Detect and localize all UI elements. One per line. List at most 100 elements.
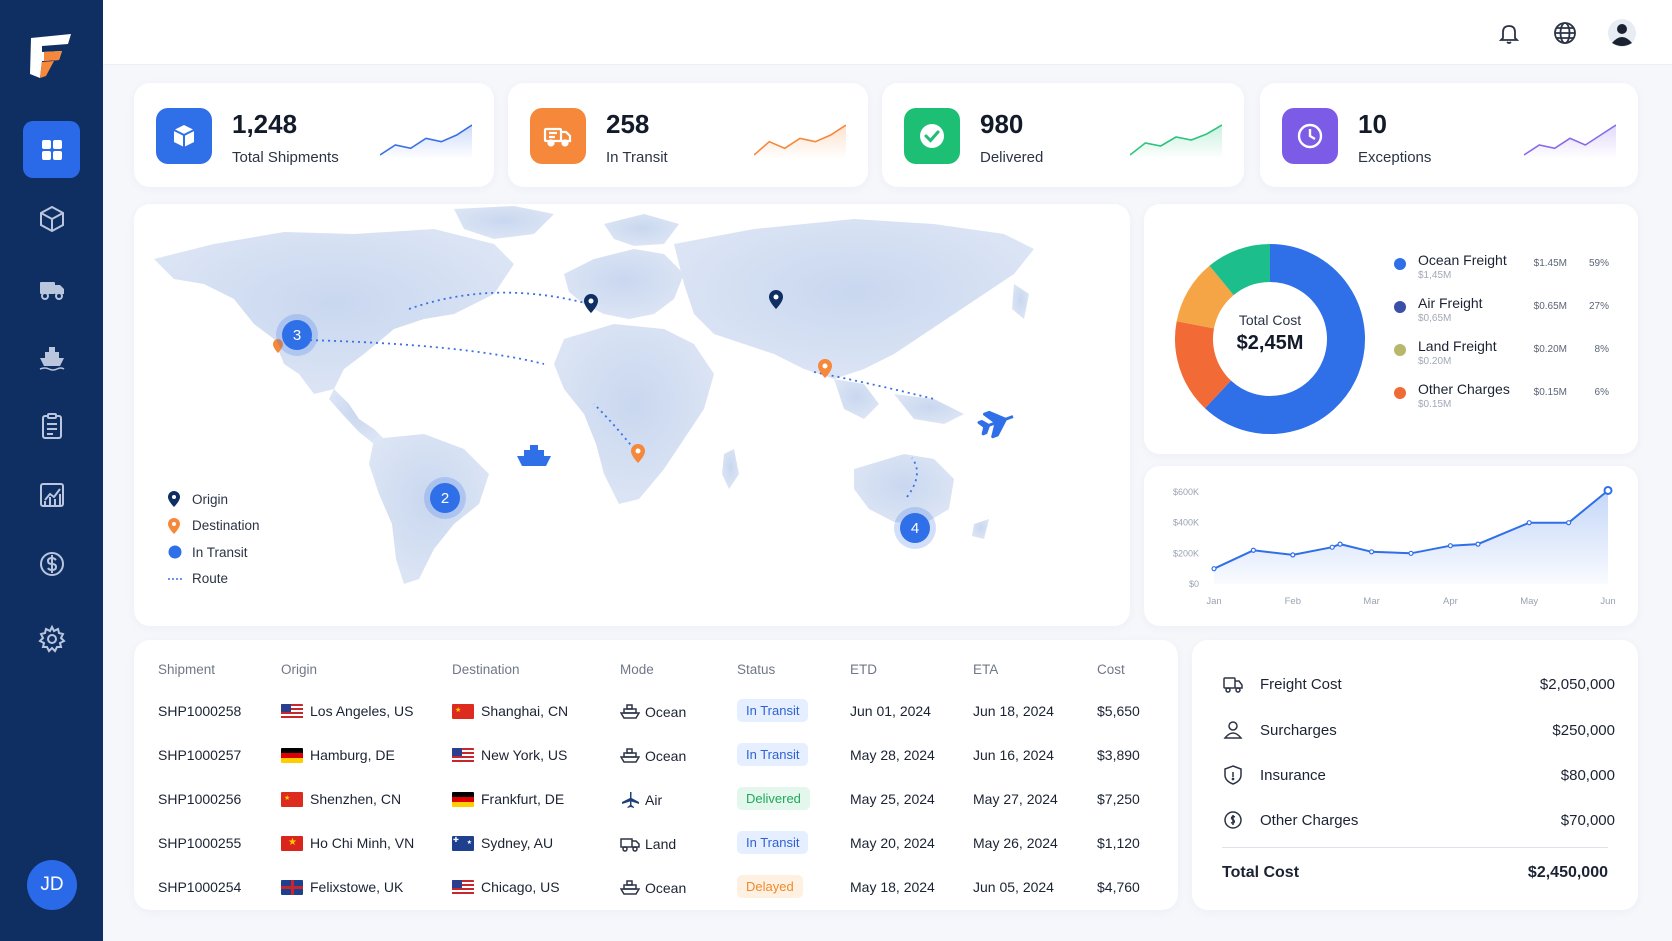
destination-pin-icon[interactable] [273, 339, 283, 353]
donut-segment-amber[interactable] [1176, 265, 1235, 330]
mode-cell: Ocean [620, 703, 686, 721]
trend-line [1213, 489, 1609, 570]
shipment-map[interactable]: 3 2 4 Origin Destination In Transit Rout… [134, 204, 1130, 626]
nav-trucks[interactable] [23, 260, 80, 317]
clock-icon [1297, 123, 1323, 149]
flag-de-icon [281, 747, 303, 763]
flag-vn-icon: ★ [281, 835, 303, 851]
destination-pin-icon [168, 517, 180, 534]
col-header-destination[interactable]: Destination [452, 662, 520, 677]
destination-cell: New York, US [452, 747, 567, 763]
trend-point[interactable] [1290, 552, 1296, 558]
kpi-label: Exceptions [1358, 149, 1432, 166]
plane-marker-icon[interactable] [977, 405, 1017, 439]
nav-settings[interactable] [23, 610, 80, 667]
ship-marker-icon[interactable] [517, 445, 551, 466]
profile-button[interactable] [1606, 17, 1638, 49]
legend-other-charges[interactable]: Other Charges $0.15M $0.15M 6% [1394, 381, 1609, 417]
origin-pin-icon[interactable] [769, 290, 783, 309]
donut-segment-orange-red[interactable] [1175, 321, 1232, 409]
kpi-card-total-shipments[interactable]: 1,248 Total Shipments [134, 83, 494, 187]
table-row[interactable]: SHP1000255 ★ Ho Chi Minh, VN ✚ ★ Sydney, AU… [134, 822, 1178, 866]
mode-cell: Ocean [620, 879, 686, 897]
legend-ocean-freight[interactable]: Ocean Freight $1,45M $1.45M 59% [1394, 252, 1609, 288]
kpi-card-exceptions[interactable]: 10 Exceptions [1260, 83, 1638, 187]
donut-segment-teal[interactable] [1209, 244, 1271, 296]
x-tick-label: May [1520, 596, 1538, 607]
table-row[interactable]: SHP1000258 Los Angeles, US ★ Shanghai, CN… [134, 690, 1178, 734]
destination-pin-icon[interactable] [631, 444, 645, 463]
trend-point[interactable] [1447, 543, 1453, 549]
shipment-id[interactable]: SHP1000257 [158, 747, 242, 763]
legend-air-freight[interactable]: Air Freight $0,65M $0.65M 27% [1394, 295, 1609, 331]
kpi-label: In Transit [606, 149, 668, 166]
nav-analytics[interactable] [23, 466, 80, 523]
nav-dashboard[interactable] [23, 121, 80, 178]
notifications-button[interactable] [1493, 17, 1525, 49]
table-row[interactable]: SHP1000256 ★ Shenzhen, CN Frankfurt, DE A… [134, 778, 1178, 822]
sparkline-area [380, 125, 472, 159]
flag-us-icon [452, 879, 474, 895]
table-row[interactable]: SHP1000257 Hamburg, DE New York, US Ocea… [134, 734, 1178, 778]
trend-point[interactable] [1603, 485, 1613, 495]
col-header-status[interactable]: Status [737, 662, 776, 677]
trend-point[interactable] [1475, 541, 1481, 547]
shipment-id[interactable]: SHP1000256 [158, 791, 242, 807]
truck-icon [39, 281, 64, 300]
destination-pin-icon[interactable] [818, 359, 832, 378]
language-button[interactable] [1549, 17, 1581, 49]
status-badge: In Transit [737, 699, 809, 722]
trend-point[interactable] [1566, 520, 1572, 526]
app-logo[interactable] [26, 30, 76, 82]
donut-segment-blue[interactable] [1204, 244, 1365, 434]
cluster-marker[interactable]: 4 [894, 507, 936, 549]
col-header-etd[interactable]: ETD [850, 662, 877, 677]
table-row[interactable]: SHP1000254 Felixstowe, UK Chicago, US Oc… [134, 866, 1178, 910]
origin-cell: Los Angeles, US [281, 703, 414, 719]
col-header-shipment[interactable]: Shipment [158, 662, 216, 677]
x-tick-label: Jan [1206, 596, 1221, 607]
nav-finance[interactable] [23, 535, 80, 592]
trend-point[interactable] [1211, 566, 1217, 572]
trend-point[interactable] [1250, 547, 1257, 553]
trend-point[interactable] [1526, 520, 1532, 526]
settings-icon [37, 624, 66, 653]
trend-point[interactable] [1408, 550, 1414, 556]
flag-cn-icon: ★ [281, 791, 303, 807]
trend-point[interactable] [1369, 549, 1375, 555]
origin-cell: ★ Ho Chi Minh, VN [281, 835, 414, 851]
truck-icon [620, 838, 640, 852]
trend-point[interactable] [1337, 541, 1343, 547]
cluster-marker[interactable]: 2 [424, 477, 466, 519]
y-tick-label: $0 [1189, 579, 1199, 589]
col-header-eta[interactable]: ETA [973, 662, 999, 677]
shipment-id[interactable]: SHP1000258 [158, 703, 242, 719]
col-header-cost[interactable]: Cost [1097, 662, 1125, 677]
dashboard-icon [41, 139, 62, 160]
nav-packages[interactable] [23, 190, 80, 247]
flag-cn-icon: ★ [452, 703, 474, 719]
flag-au-icon: ✚ ★ [452, 835, 474, 851]
cost-donut-chart [1175, 244, 1365, 434]
status-badge: Delayed [737, 875, 803, 898]
total-cost-value: $2,450,000 [1527, 864, 1608, 881]
nav-orders[interactable] [23, 397, 80, 454]
cluster-count: 2 [430, 483, 460, 513]
sparkline-line [754, 124, 846, 156]
cost-trend-chart[interactable]: $600K $400K $200K $0 Jan Feb Mar Apr May Jun [1144, 466, 1638, 626]
legend-dot [1394, 258, 1406, 270]
nav-ships[interactable] [23, 328, 80, 385]
shipment-id[interactable]: SHP1000255 [158, 835, 242, 851]
col-header-origin[interactable]: Origin [281, 662, 318, 677]
shipment-id[interactable]: SHP1000254 [158, 879, 242, 895]
legend-land-freight[interactable]: Land Freight $0.20M $0.20M 8% [1394, 338, 1609, 374]
cluster-marker[interactable]: 3 [276, 314, 318, 356]
cost-row-freight: Freight Cost $2,050,000 [1222, 673, 1615, 697]
origin-pin-icon[interactable] [584, 294, 598, 313]
kpi-card-delivered[interactable]: 980 Delivered [882, 83, 1244, 187]
trend-point[interactable] [1329, 544, 1335, 550]
mode-cell: Land [620, 835, 676, 853]
col-header-mode[interactable]: Mode [620, 662, 654, 677]
user-avatar[interactable]: JD [27, 860, 77, 910]
kpi-card-in-transit[interactable]: 258 In Transit [508, 83, 868, 187]
